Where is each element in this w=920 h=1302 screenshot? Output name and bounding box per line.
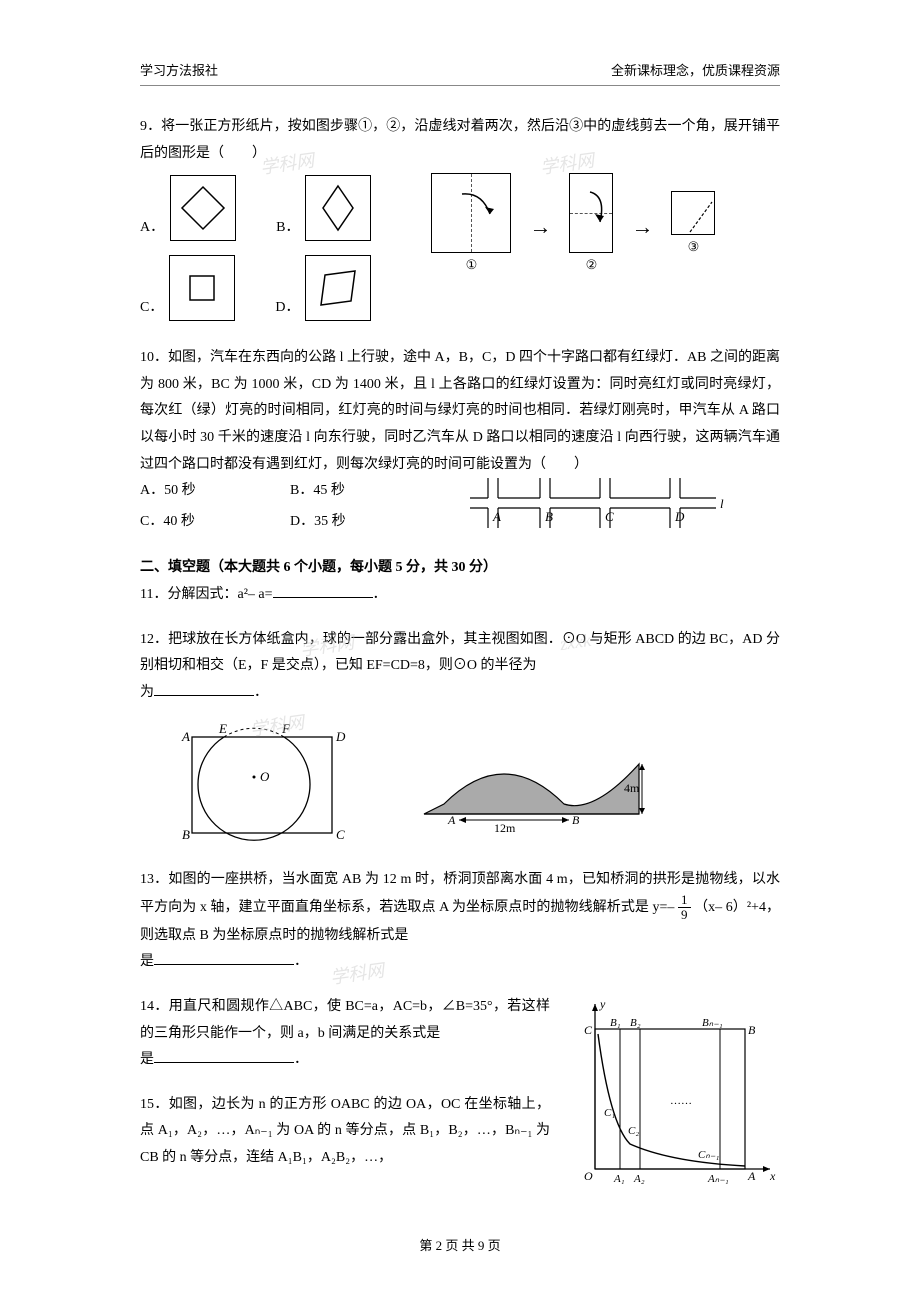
arrow-icon: → — [631, 206, 653, 248]
question-14: 14．用直尺和圆规作△ABC，使 BC=a，AC=b，∠B=35°，若这样的三角… — [140, 994, 550, 1074]
svg-text:A: A — [181, 729, 190, 744]
svg-text:O: O — [584, 1169, 593, 1183]
page-footer: 第 2 页 共 9 页 — [0, 1235, 920, 1254]
svg-text:D: D — [674, 509, 685, 524]
svg-text:A₁: A₁ — [613, 1173, 625, 1185]
question-11: 11．分解因式：a²– a=． — [140, 582, 780, 609]
q9-step2: ② — [586, 253, 598, 278]
svg-text:C: C — [584, 1023, 593, 1037]
section-2-title: 二、填空题（本大题共 6 个小题，每小题 5 分，共 30 分） — [140, 556, 780, 576]
q9-opt-a-shape — [170, 175, 236, 241]
q15-figure: O y x C B A A₁ A₂ Aₙ₋₁ B₁ B₂ Bₙ₋₁ C₁ C₂ … — [570, 994, 780, 1194]
q10-opt-c: C．40 秒 — [140, 509, 290, 536]
question-12: 12．把球放在长方体纸盒内，球的一部分露出盒外，其主视图如图．⊙O 与矩形 AB… — [140, 627, 780, 849]
svg-text:C₂: C₂ — [628, 1125, 639, 1137]
q12-figure: A E F D O B C — [174, 719, 354, 849]
svg-text:4m: 4m — [624, 781, 640, 795]
svg-text:Aₙ₋₁: Aₙ₋₁ — [707, 1173, 729, 1185]
q10-road-diagram: A B C D l — [470, 478, 730, 538]
svg-text:B: B — [182, 827, 190, 842]
arrow-icon: → — [529, 206, 551, 248]
question-10: 10．如图，汽车在东西向的公路 l 上行驶，途中 A，B，C，D 四个十字路口都… — [140, 345, 780, 538]
svg-text:l: l — [720, 496, 724, 511]
svg-text:B: B — [572, 813, 580, 827]
q11-text: 11．分解因式：a²– a= — [140, 587, 273, 602]
svg-text:A₂: A₂ — [633, 1173, 645, 1185]
q13-blank — [154, 951, 294, 965]
svg-text:A: A — [747, 1169, 756, 1183]
q11-blank — [273, 584, 373, 598]
q13-figure: 12m A B 4m — [414, 734, 654, 834]
q9-opt-c-shape — [169, 255, 235, 321]
q10-text: 10．如图，汽车在东西向的公路 l 上行驶，途中 A，B，C，D 四个十字路口都… — [140, 345, 780, 478]
question-9: 9．将一张正方形纸片，按如图步骤①，②，沿虚线对着两次，然后沿③中的虚线剪去一个… — [140, 114, 780, 327]
question-13: 13．如图的一座拱桥，当水面宽 AB 为 12 m 时，桥洞顶部离水面 4 m，… — [140, 867, 780, 976]
q9-step1: ① — [466, 253, 478, 278]
svg-text:B₁: B₁ — [610, 1017, 621, 1029]
q9-opt-a-label: A． — [140, 215, 164, 242]
svg-text:O: O — [260, 769, 270, 784]
q15-text1: 15．如图，边长为 n 的正方形 OABC 的边 OA，OC 在坐标轴上，点 A… — [140, 1092, 550, 1172]
question-15: 15．如图，边长为 n 的正方形 OABC 的边 OA，OC 在坐标轴上，点 A… — [140, 1092, 550, 1172]
q10-opt-a: A．50 秒 — [140, 478, 290, 505]
svg-text:x: x — [769, 1169, 776, 1183]
q9-text: 9．将一张正方形纸片，按如图步骤①，②，沿虚线对着两次，然后沿③中的虚线剪去一个… — [140, 114, 780, 167]
svg-text:D: D — [335, 729, 346, 744]
q9-opt-b-shape — [305, 175, 371, 241]
q10-opt-b: B．45 秒 — [290, 478, 440, 505]
header-right: 全新课标理念，优质课程资源 — [611, 60, 780, 79]
q14-text1: 14．用直尺和圆规作△ABC，使 BC=a，AC=b，∠B=35°，若这样的三角… — [140, 999, 550, 1041]
svg-text:12m: 12m — [494, 821, 516, 834]
page-header: 学习方法报社 全新课标理念，优质课程资源 — [140, 60, 780, 86]
q10-opt-d: D．35 秒 — [290, 509, 440, 536]
svg-text:B: B — [748, 1023, 756, 1037]
svg-text:F: F — [281, 721, 291, 736]
q14-blank — [154, 1049, 294, 1063]
svg-text:C₁: C₁ — [604, 1107, 615, 1119]
q9-opt-d-shape — [305, 255, 371, 321]
svg-text:Bₙ₋₁: Bₙ₋₁ — [702, 1017, 723, 1029]
svg-text:……: …… — [670, 1095, 692, 1107]
q12-text: 12．把球放在长方体纸盒内，球的一部分露出盒外，其主视图如图．⊙O 与矩形 AB… — [140, 632, 780, 674]
svg-text:C: C — [336, 827, 345, 842]
svg-text:Cₙ₋₁: Cₙ₋₁ — [698, 1149, 720, 1161]
q13-fraction: 19 — [678, 893, 691, 923]
q9-opt-c-label: C． — [140, 295, 163, 322]
q9-fold-diagram: ① → ② → ③ — [431, 173, 715, 280]
svg-text:A: A — [447, 813, 456, 827]
svg-text:C: C — [605, 509, 614, 524]
q9-opt-d-label: D． — [275, 295, 299, 322]
header-left: 学习方法报社 — [140, 60, 218, 79]
svg-text:E: E — [218, 721, 227, 736]
svg-text:B: B — [545, 509, 553, 524]
svg-text:y: y — [599, 997, 606, 1011]
q12-blank — [154, 682, 254, 696]
svg-text:A: A — [492, 509, 501, 524]
q9-opt-b-label: B． — [276, 215, 299, 242]
q9-step3: ③ — [688, 235, 700, 260]
svg-text:B₂: B₂ — [630, 1017, 641, 1029]
